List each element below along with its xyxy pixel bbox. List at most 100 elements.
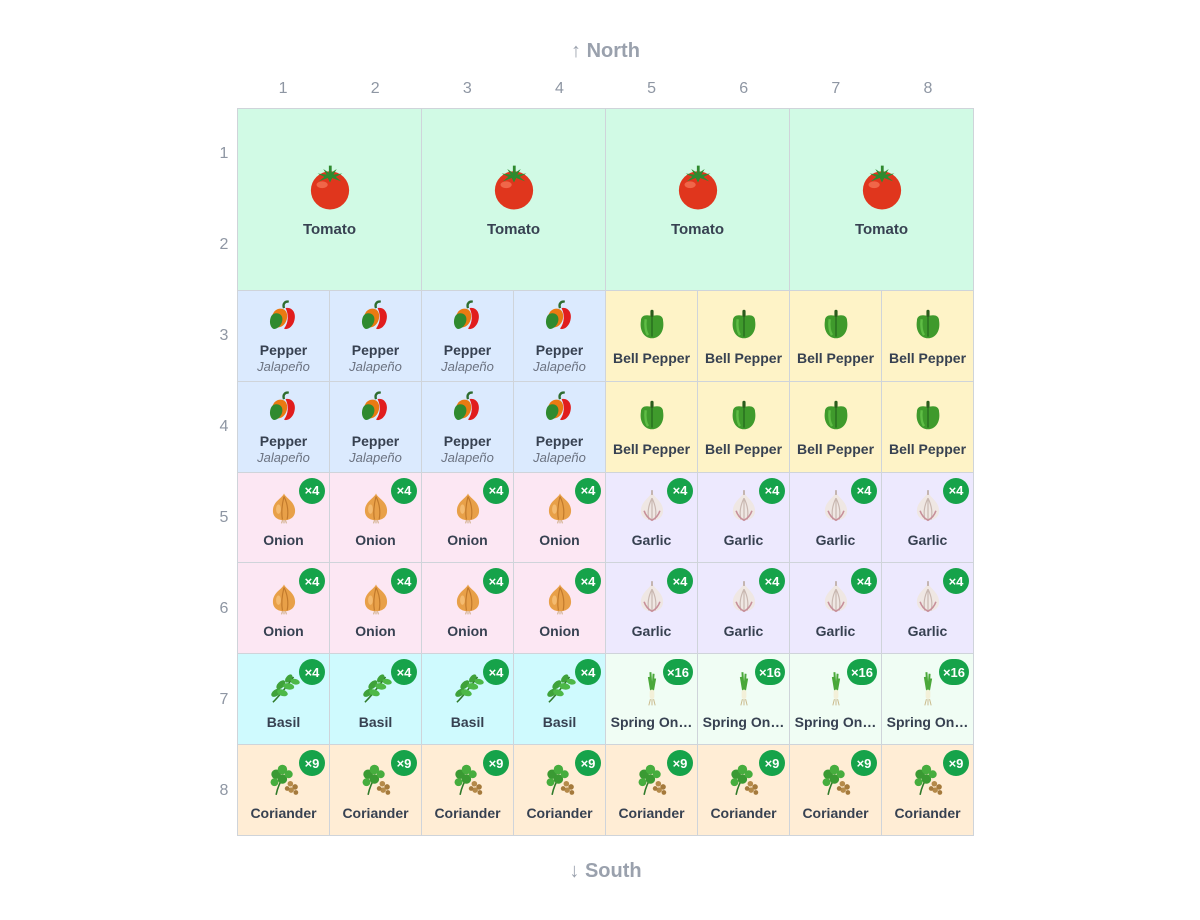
quantity-badge: ×4 [575, 659, 601, 686]
plot-cell-onion[interactable]: Onion ×4 [514, 563, 605, 654]
plot-cell-coriander[interactable]: Coriander ×9 [238, 745, 329, 835]
pepper-icon [449, 388, 487, 431]
plot-cell-coriander[interactable]: Coriander ×9 [514, 745, 605, 835]
plot-cell-onion[interactable]: Onion ×4 [422, 563, 513, 654]
plot-cell-garlic[interactable]: Garlic ×4 [698, 472, 789, 563]
plant-name: Onion [263, 531, 304, 548]
column-label: 1 [278, 80, 288, 97]
plot-cell-pepper[interactable]: Pepper Jalapeño [422, 290, 513, 381]
plot-cell-pepper[interactable]: Pepper Jalapeño [514, 381, 605, 472]
plot-cell-garlic[interactable]: Garlic ×4 [882, 563, 973, 654]
plot-cell-tomato[interactable]: Tomato [238, 109, 421, 290]
plot-cell-coriander[interactable]: Coriander ×9 [790, 745, 881, 835]
spring-onion-icon [909, 669, 947, 712]
plot-cell-basil[interactable]: Basil ×4 [514, 654, 605, 745]
plant-name: Bell Pepper [796, 441, 875, 458]
plant-name: Onion [539, 622, 580, 639]
plot-cell-pepper[interactable]: Pepper Jalapeño [330, 290, 421, 381]
plot-cell-onion[interactable]: Onion ×4 [330, 563, 421, 654]
plot-cell-bell[interactable]: Bell Pepper [882, 290, 973, 381]
quantity-badge: ×9 [851, 750, 877, 777]
plot-cell-spring[interactable]: Spring On… ×16 [882, 654, 973, 745]
quantity-badge: ×4 [391, 659, 417, 686]
plot-cell-bell[interactable]: Bell Pepper [606, 290, 697, 381]
plot-cell-onion[interactable]: Onion ×4 [330, 472, 421, 563]
pepper-icon [265, 388, 303, 431]
plant-name: Bell Pepper [888, 441, 967, 458]
plot-cell-tomato[interactable]: Tomato [606, 109, 789, 290]
quantity-badge: ×16 [938, 659, 969, 686]
plot-cell-pepper[interactable]: Pepper Jalapeño [330, 381, 421, 472]
plant-name: Spring On… [702, 713, 785, 730]
coriander-icon [817, 760, 855, 803]
plant-variety: Jalapeño [349, 359, 402, 375]
plot-cell-basil[interactable]: Basil ×4 [330, 654, 421, 745]
plot-cell-garlic[interactable]: Garlic ×4 [606, 563, 697, 654]
bell-pepper-icon [817, 305, 855, 348]
plant-variety: Jalapeño [257, 359, 310, 375]
plot-cell-spring[interactable]: Spring On… ×16 [698, 654, 789, 745]
plot-cell-basil[interactable]: Basil ×4 [238, 654, 329, 745]
plant-name: Garlic [723, 622, 764, 639]
plot-cell-garlic[interactable]: Garlic ×4 [790, 472, 881, 563]
plot-cell-spring[interactable]: Spring On… ×16 [790, 654, 881, 745]
basil-icon [449, 669, 487, 712]
quantity-badge: ×4 [483, 659, 509, 686]
plot-cell-onion[interactable]: Onion ×4 [238, 472, 329, 563]
plot-cell-garlic[interactable]: Garlic ×4 [882, 472, 973, 563]
plot-cell-onion[interactable]: Onion ×4 [514, 472, 605, 563]
pepper-icon [357, 297, 395, 340]
plot-cell-pepper[interactable]: Pepper Jalapeño [514, 290, 605, 381]
plot-cell-tomato[interactable]: Tomato [790, 109, 973, 290]
plant-name: Coriander [526, 804, 593, 821]
plant-name: Garlic [815, 531, 856, 548]
onion-icon [449, 578, 487, 621]
plot-cell-pepper[interactable]: Pepper Jalapeño [238, 290, 329, 381]
plot-cell-bell[interactable]: Bell Pepper [882, 381, 973, 472]
pepper-icon [541, 388, 579, 431]
quantity-badge: ×4 [299, 568, 325, 595]
quantity-badge: ×16 [846, 659, 877, 686]
quantity-badge: ×4 [299, 477, 325, 504]
plot-cell-bell[interactable]: Bell Pepper [698, 381, 789, 472]
plot-cell-coriander[interactable]: Coriander ×9 [606, 745, 697, 835]
plot-cell-pepper[interactable]: Pepper Jalapeño [238, 381, 329, 472]
plant-name: Coriander [342, 804, 409, 821]
quantity-badge: ×4 [483, 568, 509, 595]
garden-grid: Tomato Tomato Tomato Tomato Pepper Jalapeño Pe… [237, 108, 974, 836]
plant-name: Bell Pepper [704, 441, 783, 458]
plot-cell-garlic[interactable]: Garlic ×4 [790, 563, 881, 654]
plot-cell-spring[interactable]: Spring On… ×16 [606, 654, 697, 745]
plot-cell-garlic[interactable]: Garlic ×4 [698, 563, 789, 654]
column-label: 7 [831, 80, 841, 97]
onion-icon [357, 487, 395, 530]
quantity-badge: ×4 [575, 477, 601, 504]
quantity-badge: ×4 [759, 477, 785, 504]
plot-cell-bell[interactable]: Bell Pepper [790, 381, 881, 472]
plot-cell-bell[interactable]: Bell Pepper [606, 381, 697, 472]
plot-cell-onion[interactable]: Onion ×4 [422, 472, 513, 563]
quantity-badge: ×4 [391, 568, 417, 595]
plant-name: Garlic [631, 622, 672, 639]
plot-cell-garlic[interactable]: Garlic ×4 [606, 472, 697, 563]
plot-cell-onion[interactable]: Onion ×4 [238, 563, 329, 654]
tomato-icon [303, 160, 357, 219]
plant-name: Spring On… [886, 713, 969, 730]
spring-onion-icon [817, 669, 855, 712]
row-label: 4 [219, 417, 229, 435]
quantity-badge: ×4 [943, 568, 969, 595]
plot-cell-coriander[interactable]: Coriander ×9 [422, 745, 513, 835]
garlic-icon [633, 487, 671, 530]
plant-name: Tomato [670, 221, 725, 239]
plot-cell-tomato[interactable]: Tomato [422, 109, 605, 290]
plot-cell-bell[interactable]: Bell Pepper [698, 290, 789, 381]
spring-onion-icon [633, 669, 671, 712]
plot-cell-coriander[interactable]: Coriander ×9 [698, 745, 789, 835]
column-label: 4 [554, 80, 564, 97]
plot-cell-coriander[interactable]: Coriander ×9 [882, 745, 973, 835]
plot-cell-pepper[interactable]: Pepper Jalapeño [422, 381, 513, 472]
plot-cell-basil[interactable]: Basil ×4 [422, 654, 513, 745]
plot-cell-coriander[interactable]: Coriander ×9 [330, 745, 421, 835]
plant-name: Basil [542, 713, 577, 730]
plot-cell-bell[interactable]: Bell Pepper [790, 290, 881, 381]
